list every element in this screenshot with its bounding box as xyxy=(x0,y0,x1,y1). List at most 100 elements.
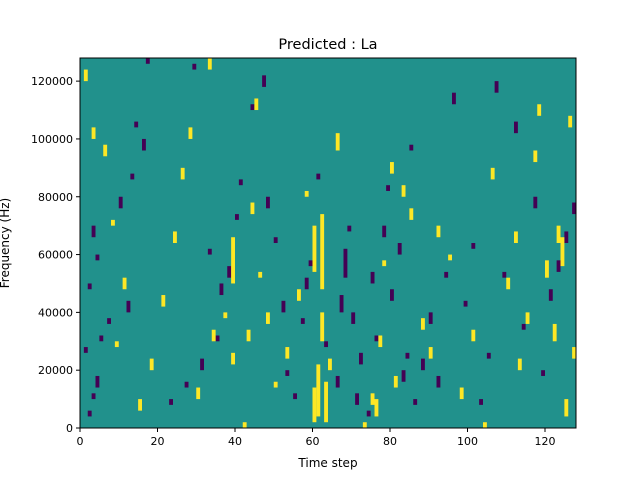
heatmap-cell-high xyxy=(390,162,394,174)
heatmap-cell-high xyxy=(161,295,166,307)
heatmap-cell-low xyxy=(471,243,476,249)
heatmap-cell-low xyxy=(494,81,499,93)
x-tick-label: 60 xyxy=(306,435,320,448)
heatmap-cell-high xyxy=(378,335,383,348)
heatmap-cell-low xyxy=(382,225,387,238)
heatmap-cell-low xyxy=(184,381,189,388)
heatmap-cell-low xyxy=(316,173,321,180)
heatmap-cell-high xyxy=(188,127,193,139)
heatmap-cell-high xyxy=(409,208,414,220)
heatmap-cell-low xyxy=(304,277,309,290)
heatmap-cell-high xyxy=(211,329,216,342)
heatmap-cell-high xyxy=(91,127,96,139)
heatmap-cell-low xyxy=(107,318,111,324)
y-axis-ticks: 0 20000 40000 60000 80000 100000 120000 xyxy=(31,75,80,435)
x-tick-label: 80 xyxy=(383,435,397,448)
heatmap-cell-low xyxy=(235,214,239,220)
heatmap-cell-low xyxy=(548,289,553,301)
heatmap-cell-low xyxy=(452,92,456,105)
heatmap-cell-high xyxy=(149,358,154,371)
chart-title: Predicted : La xyxy=(278,37,377,53)
heatmap-cell-high xyxy=(560,237,565,267)
heatmap-cell-low xyxy=(324,341,328,348)
heatmap-cell-high xyxy=(545,260,549,278)
heatmap-cell-low xyxy=(351,312,356,324)
y-tick-label: 100000 xyxy=(31,133,73,146)
heatmap-cell-high xyxy=(242,422,247,428)
heatmap-cell-high xyxy=(316,364,321,417)
heatmap-cell-low xyxy=(366,410,371,417)
heatmap-cell-high xyxy=(138,399,142,411)
heatmap-cell-low xyxy=(486,352,491,359)
heatmap-cell-high xyxy=(114,341,119,348)
heatmap-cell-low xyxy=(370,271,375,284)
heatmap-cell-high xyxy=(483,422,487,428)
heatmap-cell-low xyxy=(207,248,212,255)
heatmap-cell-low xyxy=(355,393,359,405)
heatmap-cell-low xyxy=(200,358,204,371)
heatmap-cell-low xyxy=(343,248,348,278)
heatmap-cell-low xyxy=(502,271,507,278)
y-tick-label: 80000 xyxy=(38,191,73,204)
heatmap-cell-low xyxy=(192,63,197,70)
heatmap-cell-low xyxy=(118,196,123,209)
heatmap-cell-high xyxy=(173,231,177,243)
heatmap-cell-low xyxy=(142,138,146,151)
heatmap-cell-high xyxy=(459,387,464,400)
heatmap-cell-low xyxy=(308,260,313,267)
heatmap-cell-low xyxy=(300,318,305,324)
heatmap-cell-high xyxy=(254,98,259,111)
heatmap-cell-low xyxy=(95,254,100,261)
heatmap-cell-low xyxy=(409,144,414,151)
heatmap-cell-low xyxy=(266,196,270,209)
heatmap-cell-high xyxy=(285,347,290,359)
heatmap-cell-low xyxy=(87,410,92,417)
heatmap-cell-low xyxy=(572,202,576,215)
heatmap-cell-low xyxy=(87,283,92,290)
heatmap-cell-low xyxy=(227,266,232,278)
x-axis-ticks: 0 20 40 60 80 100 120 xyxy=(77,428,556,448)
heatmap-cell-low xyxy=(428,312,433,324)
heatmap-cell-low xyxy=(238,179,243,186)
heatmap-cell-high xyxy=(122,277,127,290)
heatmap-cell-low xyxy=(91,225,96,238)
heatmap-cell-high xyxy=(490,167,495,180)
heatmap-cell-high xyxy=(552,323,557,342)
heatmap-cell-low xyxy=(564,231,569,243)
heatmap-cell-high xyxy=(428,347,433,359)
heatmap-cell-high xyxy=(231,352,235,365)
heatmap-cell-high xyxy=(436,225,441,238)
y-axis-label: Frequency (Hz) xyxy=(0,198,12,289)
y-tick-label: 40000 xyxy=(38,306,73,319)
heatmap-cell-high xyxy=(525,312,530,324)
heatmap-cell-high xyxy=(320,312,325,342)
heatmap-cell-high xyxy=(312,225,317,272)
heatmap-cell-high xyxy=(180,167,185,180)
x-tick-label: 40 xyxy=(228,435,242,448)
x-axis-label: Time step xyxy=(297,456,357,470)
heatmap-cell-low xyxy=(169,399,173,405)
heatmap-cell-low xyxy=(347,225,352,232)
heatmap-cell-high xyxy=(304,190,309,197)
heatmap-cell-high xyxy=(83,69,88,82)
heatmap-background xyxy=(80,58,576,428)
heatmap-cell-low xyxy=(405,352,410,359)
y-tick-label: 20000 xyxy=(38,364,73,377)
heatmap-cell-low xyxy=(130,173,135,180)
heatmap-cell-high xyxy=(320,214,325,290)
heatmap-cell-low xyxy=(281,300,286,313)
heatmap-cell-low xyxy=(413,399,418,405)
heatmap-cell-high xyxy=(297,289,301,301)
heatmap-cell-high xyxy=(250,202,255,215)
heatmap-cell-high xyxy=(246,329,251,342)
heatmap-cell-low xyxy=(273,237,278,243)
plot-frame xyxy=(79,57,577,429)
heatmap-cell-low xyxy=(134,121,139,128)
heatmap-cell-low xyxy=(521,323,526,330)
heatmap-cell-low xyxy=(285,370,290,376)
heatmap-cell-high xyxy=(312,387,317,423)
x-tick-label: 20 xyxy=(151,435,165,448)
heatmap-cell-high xyxy=(324,381,328,423)
heatmap-cell-low xyxy=(91,393,96,400)
